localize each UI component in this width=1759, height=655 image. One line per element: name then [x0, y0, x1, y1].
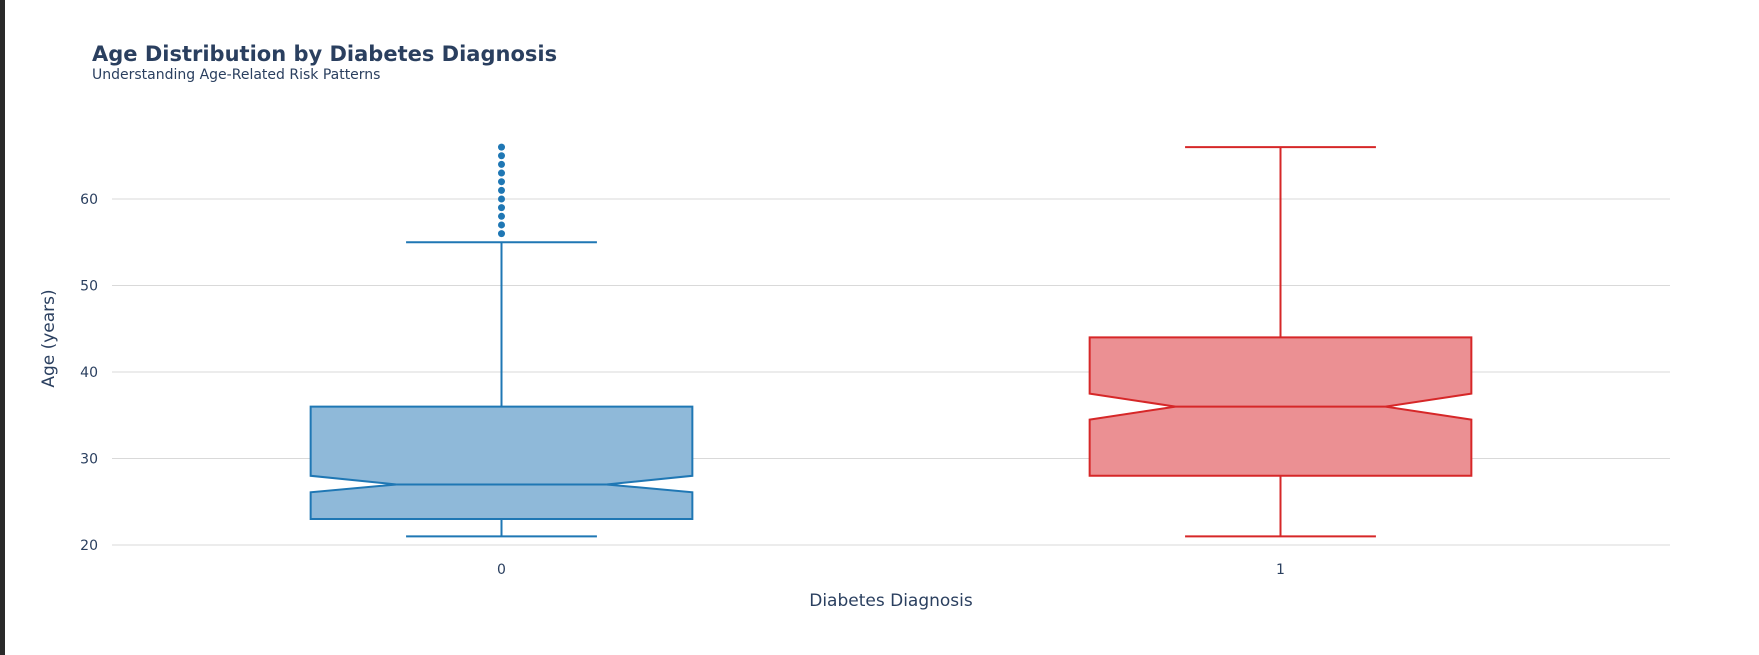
- outlier-point: [498, 152, 505, 160]
- x-tick-label: 1: [1276, 562, 1285, 578]
- chart-title: Age Distribution by Diabetes Diagnosis: [92, 42, 558, 66]
- y-tick-label: 20: [80, 538, 98, 554]
- outlier-point: [498, 212, 505, 220]
- y-tick-label: 30: [80, 452, 98, 468]
- y-tick-label: 50: [80, 279, 98, 295]
- x-axis-title: Diabetes Diagnosis: [809, 591, 973, 611]
- outlier-point: [498, 178, 505, 186]
- box-1: [1088, 146, 1473, 538]
- outlier-point: [498, 230, 505, 238]
- outlier-point: [498, 160, 505, 168]
- outlier-point: [498, 221, 505, 229]
- chart-subtitle: Understanding Age-Related Risk Patterns: [92, 67, 381, 83]
- x-tick-label: 0: [497, 562, 506, 578]
- window-edge: [0, 0, 5, 655]
- y-axis-ticks: 20 30 40 50 60: [80, 192, 98, 554]
- box-0: [309, 143, 694, 538]
- boxes: [309, 143, 1473, 538]
- outlier-point: [498, 204, 505, 212]
- y-tick-label: 40: [80, 365, 98, 381]
- y-tick-label: 60: [80, 192, 98, 208]
- notched-box: [309, 405, 694, 521]
- outlier-point: [498, 186, 505, 194]
- outlier-point: [498, 169, 505, 177]
- y-axis-title: Age (years): [39, 289, 59, 387]
- outlier-point: [498, 143, 505, 151]
- outlier-point: [498, 195, 505, 203]
